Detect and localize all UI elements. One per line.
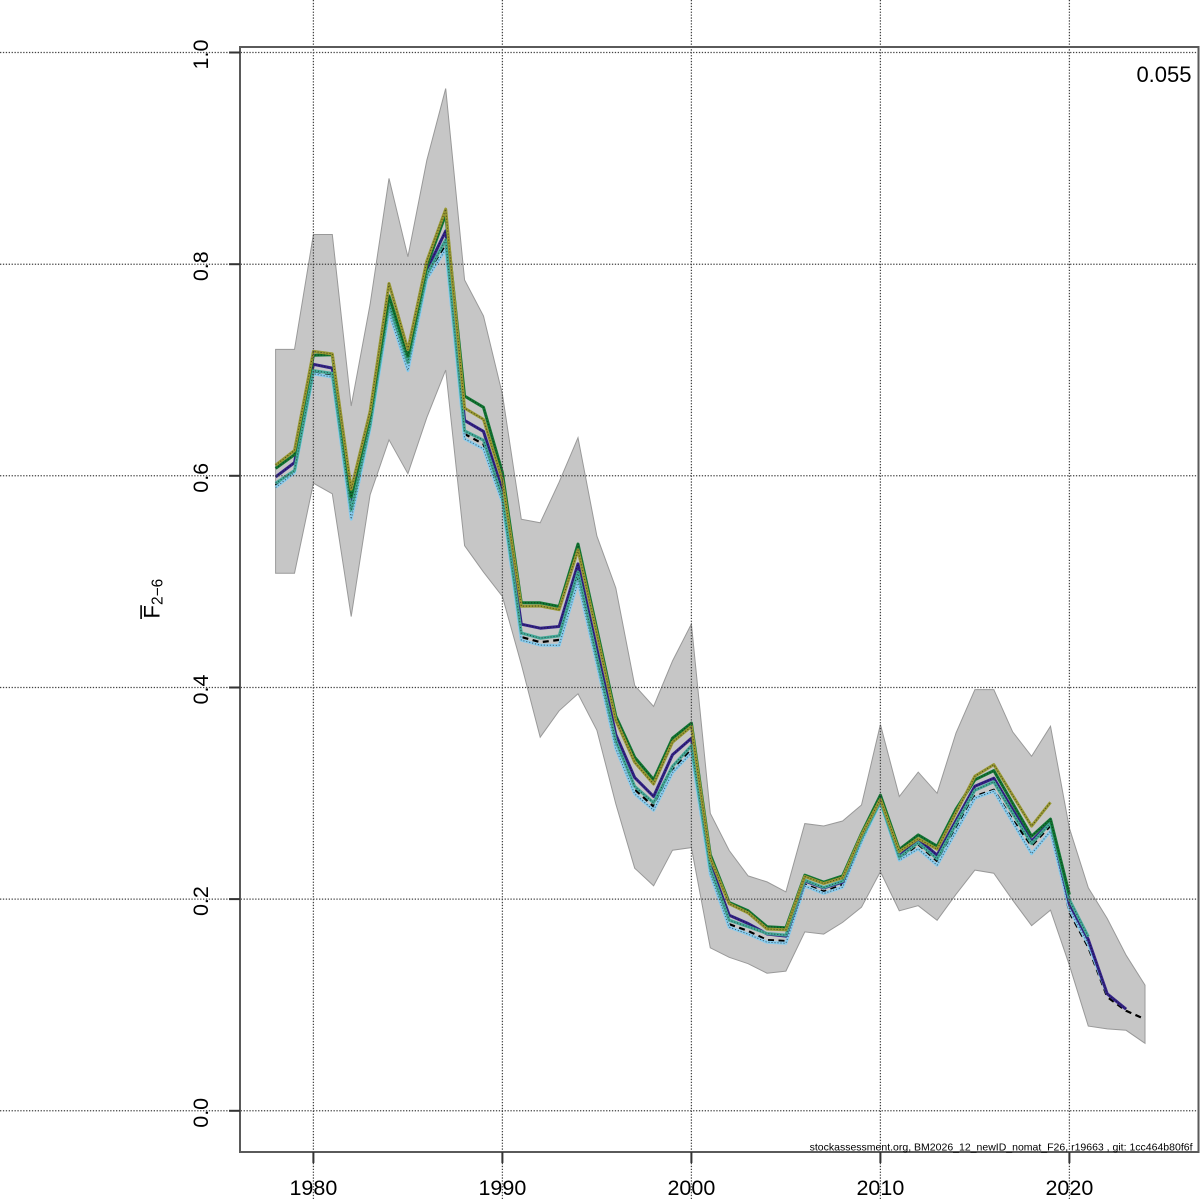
svg-text:F: F <box>140 605 165 618</box>
svg-text:0.0: 0.0 <box>189 1098 213 1128</box>
svg-text:0.055: 0.055 <box>1136 62 1191 87</box>
svg-text:0.2: 0.2 <box>189 886 213 916</box>
svg-text:0.6: 0.6 <box>189 463 213 493</box>
svg-text:1980: 1980 <box>289 1176 337 1200</box>
svg-text:1.0: 1.0 <box>189 40 213 70</box>
svg-text:stockassessment.org, BM2026_12: stockassessment.org, BM2026_12_newID_nom… <box>810 1142 1193 1154</box>
svg-text:1990: 1990 <box>478 1176 526 1200</box>
svg-text:0.8: 0.8 <box>189 251 213 281</box>
svg-text:0.4: 0.4 <box>189 675 213 705</box>
svg-text:2020: 2020 <box>1045 1176 1093 1200</box>
svg-text:2000: 2000 <box>667 1176 715 1200</box>
svg-text:2−6: 2−6 <box>150 579 167 605</box>
svg-text:2010: 2010 <box>856 1176 904 1200</box>
